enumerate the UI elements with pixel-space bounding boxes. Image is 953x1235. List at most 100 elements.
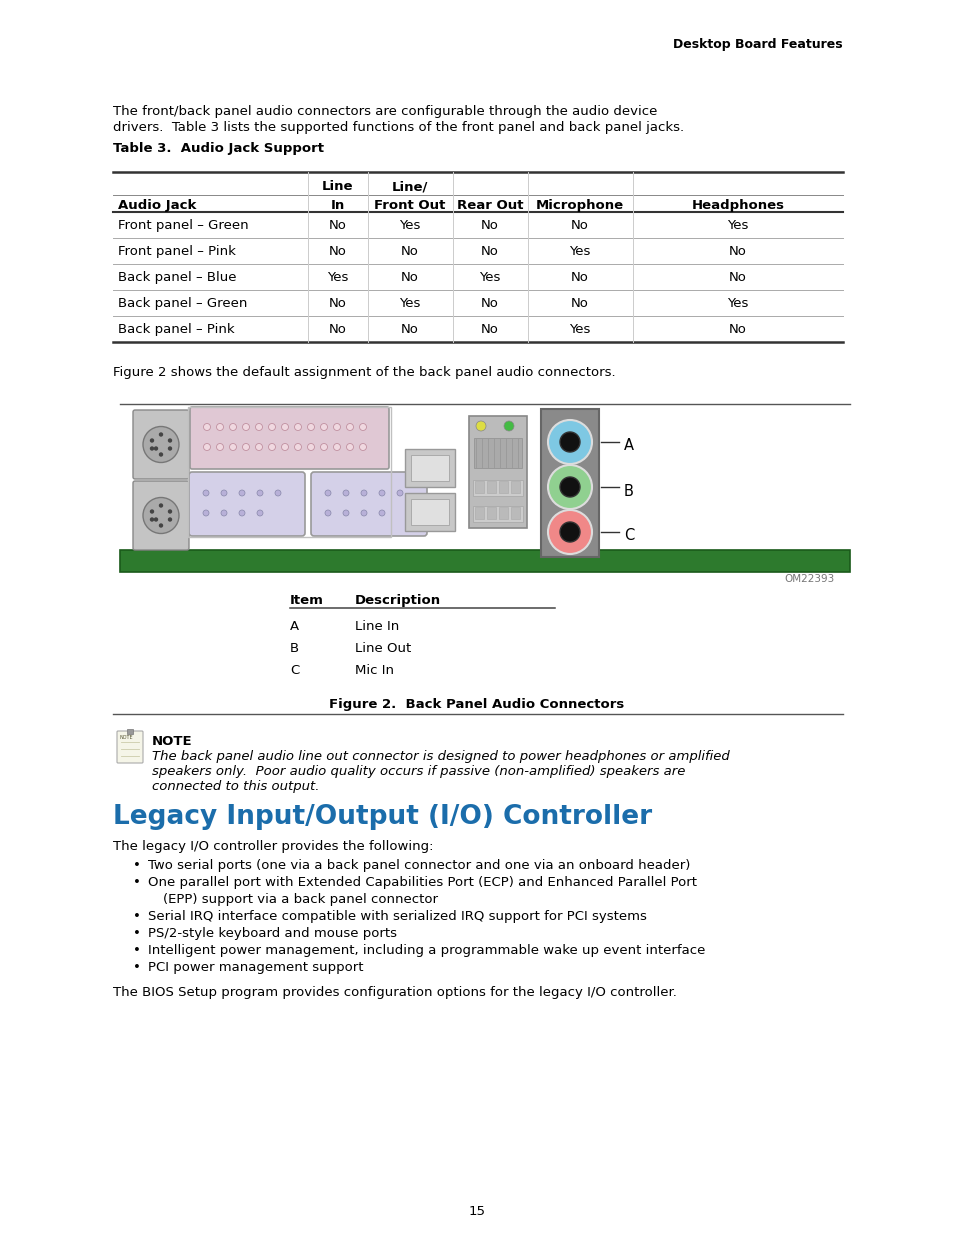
Text: No: No (480, 219, 498, 232)
Text: •: • (132, 927, 141, 940)
Text: NOTE: NOTE (152, 735, 193, 748)
Circle shape (143, 498, 179, 534)
Text: •: • (132, 944, 141, 957)
Text: Line: Line (322, 180, 354, 193)
Text: •: • (132, 910, 141, 923)
Circle shape (221, 510, 227, 516)
Text: OM22393: OM22393 (784, 574, 834, 584)
Text: Line Out: Line Out (355, 642, 411, 655)
Text: Item: Item (290, 594, 323, 606)
Text: No: No (329, 296, 347, 310)
Circle shape (168, 509, 172, 514)
Circle shape (239, 510, 245, 516)
Circle shape (325, 510, 331, 516)
Bar (473, 506, 522, 522)
Circle shape (255, 443, 262, 451)
Text: Headphones: Headphones (691, 199, 783, 212)
Text: NOTE: NOTE (120, 735, 133, 740)
Text: Figure 2 shows the default assignment of the back panel audio connectors.: Figure 2 shows the default assignment of… (112, 366, 615, 379)
Text: Rear Out: Rear Out (456, 199, 522, 212)
Text: No: No (728, 324, 746, 336)
Circle shape (158, 504, 163, 508)
Text: No: No (728, 245, 746, 258)
Text: drivers.  Table 3 lists the supported functions of the front panel and back pane: drivers. Table 3 lists the supported fun… (112, 121, 683, 135)
Text: Front Out: Front Out (374, 199, 445, 212)
Text: No: No (571, 219, 588, 232)
Circle shape (203, 424, 211, 431)
Bar (486, 508, 496, 519)
Circle shape (256, 510, 263, 516)
Text: Serial IRQ interface compatible with serialized IRQ support for PCI systems: Serial IRQ interface compatible with ser… (148, 910, 646, 923)
Circle shape (334, 443, 340, 451)
Text: Line In: Line In (355, 620, 399, 634)
Circle shape (239, 490, 245, 496)
Text: Yes: Yes (726, 219, 748, 232)
Text: No: No (480, 324, 498, 336)
Circle shape (158, 524, 163, 527)
Bar (188, 408, 391, 537)
Circle shape (359, 443, 366, 451)
Circle shape (307, 443, 314, 451)
Bar (475, 480, 483, 493)
Circle shape (307, 424, 314, 431)
Text: •: • (132, 860, 141, 872)
Circle shape (359, 424, 366, 431)
Circle shape (168, 438, 172, 442)
Circle shape (158, 452, 163, 457)
Bar (498, 480, 507, 493)
Text: B: B (290, 642, 299, 655)
Text: Legacy Input/Output (I/O) Controller: Legacy Input/Output (I/O) Controller (112, 804, 652, 830)
Circle shape (343, 510, 349, 516)
Circle shape (230, 424, 236, 431)
Circle shape (150, 517, 154, 521)
Text: connected to this output.: connected to this output. (152, 781, 319, 793)
Text: The back panel audio line out connector is designed to power headphones or ampli: The back panel audio line out connector … (152, 750, 729, 763)
Circle shape (256, 490, 263, 496)
Circle shape (320, 443, 327, 451)
Text: The front/back panel audio connectors are configurable through the audio device: The front/back panel audio connectors ar… (112, 105, 657, 119)
Bar (498, 508, 507, 519)
Text: •: • (132, 876, 141, 889)
Text: No: No (329, 324, 347, 336)
Circle shape (334, 424, 340, 431)
Circle shape (360, 490, 367, 496)
Text: B: B (623, 483, 633, 499)
Text: speakers only.  Poor audio quality occurs if passive (non-amplified) speakers ar: speakers only. Poor audio quality occurs… (152, 764, 684, 778)
Circle shape (281, 424, 288, 431)
Text: Desktop Board Features: Desktop Board Features (673, 38, 842, 51)
Text: Yes: Yes (327, 270, 349, 284)
Text: In: In (331, 199, 345, 212)
Circle shape (268, 424, 275, 431)
Bar (511, 508, 519, 519)
Bar (469, 416, 526, 529)
Circle shape (216, 443, 223, 451)
Text: A: A (290, 620, 299, 634)
Text: C: C (290, 664, 299, 677)
Circle shape (547, 510, 592, 555)
Circle shape (143, 426, 179, 462)
Text: The BIOS Setup program provides configuration options for the legacy I/O control: The BIOS Setup program provides configur… (112, 986, 677, 999)
Text: Yes: Yes (569, 245, 590, 258)
Circle shape (203, 510, 209, 516)
Text: Yes: Yes (478, 270, 500, 284)
Circle shape (221, 490, 227, 496)
Text: One parallel port with Extended Capabilities Port (ECP) and Enhanced Parallel Po: One parallel port with Extended Capabili… (148, 876, 697, 889)
Circle shape (294, 424, 301, 431)
Text: Audio Jack: Audio Jack (118, 199, 196, 212)
FancyBboxPatch shape (117, 731, 143, 763)
Text: No: No (400, 270, 418, 284)
Text: A: A (623, 438, 634, 453)
Text: No: No (728, 270, 746, 284)
Bar (475, 508, 483, 519)
Text: Back panel – Pink: Back panel – Pink (118, 324, 234, 336)
Bar (411, 454, 449, 480)
Circle shape (158, 432, 163, 437)
Bar (511, 480, 519, 493)
Text: No: No (480, 245, 498, 258)
Bar (411, 499, 449, 525)
Bar (405, 450, 455, 487)
Text: Front panel – Pink: Front panel – Pink (118, 245, 235, 258)
Text: Line/: Line/ (392, 180, 428, 193)
Circle shape (346, 443, 354, 451)
Circle shape (150, 446, 154, 451)
